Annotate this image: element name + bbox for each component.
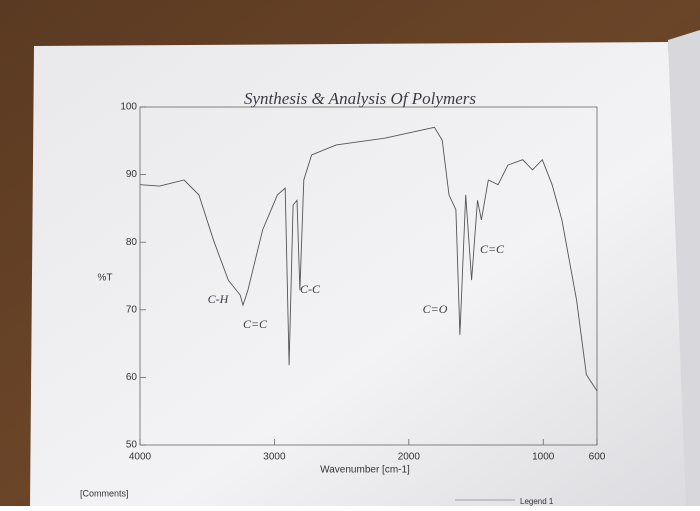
y-tick-label: 60: [126, 372, 138, 383]
x-tick-label: 1000: [532, 452, 555, 463]
annotation: C=C: [243, 317, 268, 331]
x-tick-label: 600: [589, 452, 606, 463]
y-tick-label: 90: [126, 169, 138, 180]
y-tick-label: 70: [126, 304, 138, 315]
y-tick-label: 80: [126, 237, 138, 248]
plot-frame: [139, 106, 598, 446]
x-tick-label: 3000: [263, 452, 286, 463]
spectrum-line: [139, 126, 598, 392]
paper: [30, 42, 686, 506]
y-tick-label: 50: [126, 440, 138, 451]
x-tick-label: 4000: [129, 452, 152, 463]
legend-label: Legend 1: [520, 497, 554, 506]
x-tick-label: 2000: [398, 452, 421, 463]
annotation: C-H: [208, 292, 230, 306]
y-axis-label: %T: [98, 273, 113, 284]
chart-title: Synthesis & Analysis Of Polymers: [244, 89, 476, 108]
y-tick-label: 100: [120, 102, 137, 113]
x-axis-label: Wavenumber [cm-1]: [320, 465, 410, 476]
annotation: C=C: [480, 242, 505, 256]
comments-label: [Comments]: [80, 488, 129, 498]
annotation: C=O: [423, 302, 448, 316]
annotation: C-C: [300, 282, 321, 296]
